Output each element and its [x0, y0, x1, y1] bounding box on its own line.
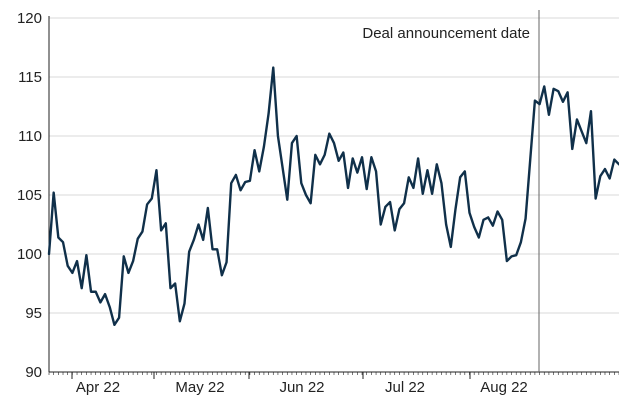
x-axis-minor-ticks: [48, 372, 619, 375]
y-tick-label: 95: [25, 305, 42, 322]
x-tick-label: Aug 22: [480, 379, 528, 396]
y-axis-tick-labels: 90 95 100 105 110 115 120: [17, 10, 42, 381]
price-index-series-line: [47, 66, 619, 326]
y-tick-label: 115: [18, 69, 42, 86]
x-axis-tick-labels: Apr 22 May 22 Jun 22 Jul 22 Aug 22: [76, 379, 528, 396]
y-tick-label: 100: [17, 246, 42, 263]
y-tick-label: 105: [17, 187, 42, 204]
y-tick-label: 90: [25, 364, 42, 381]
x-tick-label: Apr 22: [76, 379, 120, 396]
x-axis-major-ticks: [71, 372, 471, 379]
x-tick-label: Jul 22: [385, 379, 425, 396]
x-tick-label: May 22: [175, 379, 224, 396]
x-tick-label: Jun 22: [279, 379, 324, 396]
axes: [48, 16, 619, 373]
deal-announcement-label: Deal announcement date: [362, 25, 530, 42]
y-tick-label: 120: [17, 10, 42, 27]
grid-lines: [49, 17, 619, 314]
y-tick-label: 110: [18, 128, 42, 145]
